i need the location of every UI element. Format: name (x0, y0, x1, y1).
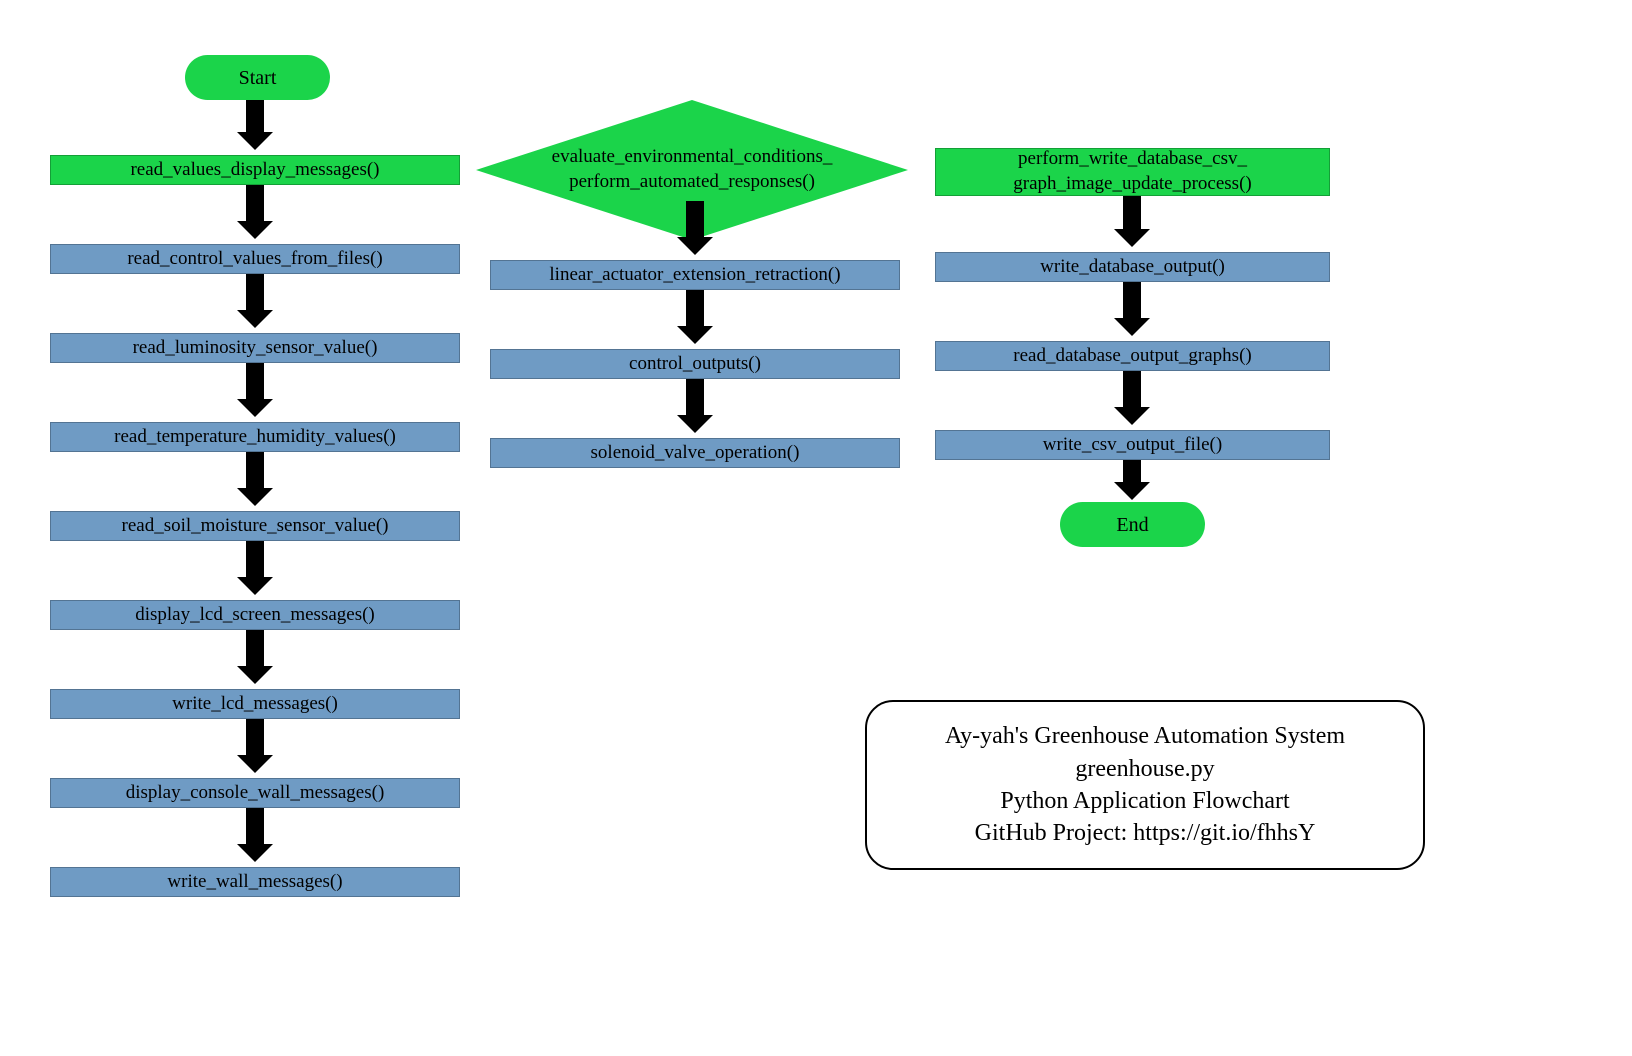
end-node: End (1060, 502, 1205, 547)
process-label: read_control_values_from_files() (127, 247, 382, 272)
process-label: write_lcd_messages() (172, 692, 338, 717)
process-display-lcd: display_lcd_screen_messages() (50, 600, 460, 630)
start-node: Start (185, 55, 330, 100)
process-solenoid-valve: solenoid_valve_operation() (490, 438, 900, 468)
start-label: Start (239, 65, 277, 91)
process-write-database-output: write_database_output() (935, 252, 1330, 282)
process-label: perform_write_database_csv_ graph_image_… (1013, 147, 1251, 196)
process-label: write_wall_messages() (167, 870, 342, 895)
info-panel: Ay-yah's Greenhouse Automation System gr… (865, 700, 1425, 870)
process-read-database-graphs: read_database_output_graphs() (935, 341, 1330, 371)
process-linear-actuator: linear_actuator_extension_retraction() (490, 260, 900, 290)
process-read-temp-humidity: read_temperature_humidity_values() (50, 422, 460, 452)
process-label: write_csv_output_file() (1043, 433, 1222, 458)
process-label: display_lcd_screen_messages() (135, 603, 375, 628)
process-label: read_luminosity_sensor_value() (133, 336, 378, 361)
process-label: solenoid_valve_operation() (591, 441, 800, 466)
decision-label: evaluate_environmental_conditions_ perfo… (552, 145, 833, 194)
process-label: write_database_output() (1040, 255, 1225, 280)
decision-evaluate-conditions: evaluate_environmental_conditions_ perfo… (476, 100, 908, 240)
process-write-wall: write_wall_messages() (50, 867, 460, 897)
process-write-lcd: write_lcd_messages() (50, 689, 460, 719)
process-label: linear_actuator_extension_retraction() (549, 263, 840, 288)
end-label: End (1116, 512, 1148, 538)
process-label: display_console_wall_messages() (126, 781, 385, 806)
info-line-2: greenhouse.py (1075, 753, 1214, 785)
info-line-3: Python Application Flowchart (1000, 785, 1289, 817)
process-read-luminosity: read_luminosity_sensor_value() (50, 333, 460, 363)
process-control-outputs: control_outputs() (490, 349, 900, 379)
info-line-4: GitHub Project: https://git.io/fhhsY (975, 817, 1316, 849)
decision-label-container: evaluate_environmental_conditions_ perfo… (476, 100, 908, 240)
process-label: read_soil_moisture_sensor_value() (122, 514, 389, 539)
process-read-soil-moisture: read_soil_moisture_sensor_value() (50, 511, 460, 541)
process-write-csv-output: write_csv_output_file() (935, 430, 1330, 460)
process-read-control-values: read_control_values_from_files() (50, 244, 460, 274)
process-label: read_temperature_humidity_values() (114, 425, 396, 450)
process-label: control_outputs() (629, 352, 761, 377)
process-perform-write-db-csv: perform_write_database_csv_ graph_image_… (935, 148, 1330, 196)
info-line-1: Ay-yah's Greenhouse Automation System (945, 720, 1345, 752)
process-label: read_values_display_messages() (130, 158, 379, 183)
process-read-values-display-messages: read_values_display_messages() (50, 155, 460, 185)
process-display-console-wall: display_console_wall_messages() (50, 778, 460, 808)
process-label: read_database_output_graphs() (1013, 344, 1251, 369)
